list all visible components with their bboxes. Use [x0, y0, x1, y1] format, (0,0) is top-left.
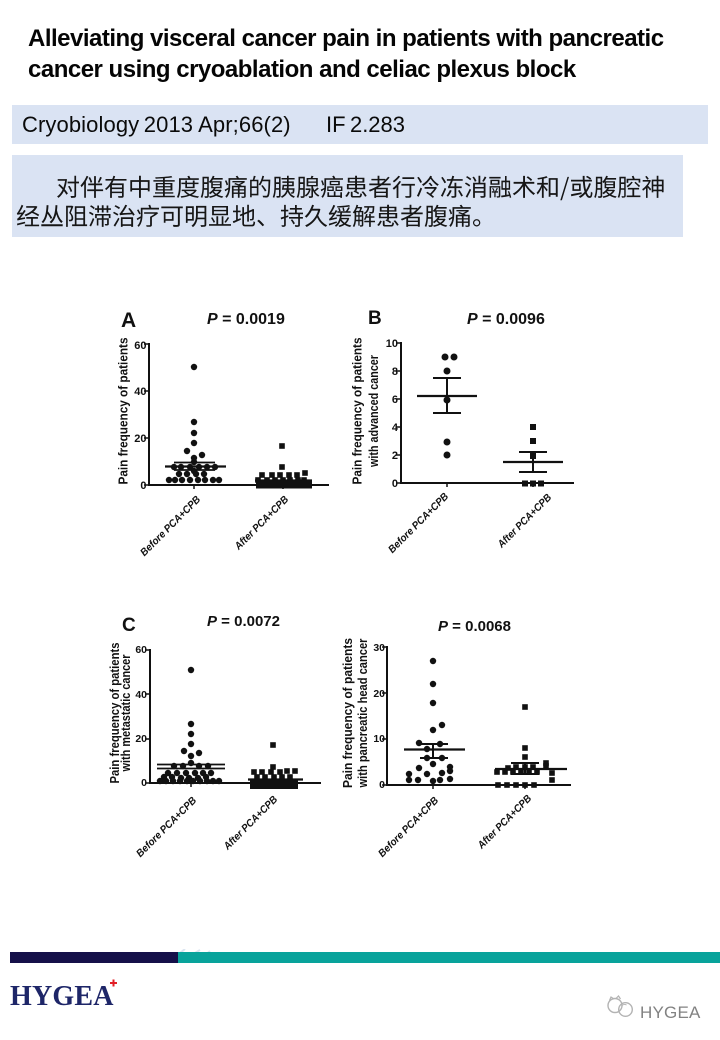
svg-text:0: 0	[379, 779, 385, 791]
svg-text:C: C	[122, 615, 136, 636]
svg-text:Before PCA+CPB: Before PCA+CPB	[376, 794, 441, 859]
svg-text:After PCA+CPB: After PCA+CPB	[221, 793, 281, 853]
svg-text:with pancreatic head cancer: with pancreatic head cancer	[356, 638, 370, 788]
svg-text:6: 6	[392, 394, 398, 406]
svg-text:8: 8	[392, 366, 398, 378]
svg-text:with metastatic cancer: with metastatic cancer	[119, 654, 133, 772]
svg-text:After PCA+CPB: After PCA+CPB	[495, 491, 555, 551]
svg-text:30: 30	[373, 642, 385, 654]
svg-text:20: 20	[373, 688, 385, 700]
svg-text:4: 4	[392, 422, 399, 434]
svg-text:40: 40	[134, 386, 146, 398]
svg-text:B: B	[368, 308, 382, 329]
svg-text:60: 60	[134, 340, 146, 352]
svg-text:P = 0.0072: P = 0.0072	[207, 613, 280, 630]
svg-text:P = 0.0019: P = 0.0019	[207, 311, 285, 328]
svg-text:20: 20	[135, 733, 147, 745]
svg-text:60: 60	[135, 644, 147, 656]
svg-text:20: 20	[134, 433, 146, 445]
svg-text:0: 0	[140, 480, 146, 492]
svg-text:10: 10	[386, 338, 398, 350]
svg-text:P = 0.0068: P = 0.0068	[438, 618, 511, 635]
svg-text:40: 40	[135, 689, 147, 701]
svg-text:P = 0.0096: P = 0.0096	[467, 311, 545, 328]
svg-text:0: 0	[392, 478, 398, 490]
svg-text:Before PCA+CPB: Before PCA+CPB	[386, 490, 451, 555]
svg-text:Pain frequency of patients: Pain frequency of patients	[117, 337, 131, 484]
svg-text:A: A	[121, 309, 136, 332]
svg-text:Before PCA+CPB: Before PCA+CPB	[134, 794, 199, 859]
svg-text:After PCA+CPB: After PCA+CPB	[475, 792, 535, 852]
svg-text:Pain frequency of patients: Pain frequency of patients	[341, 638, 355, 788]
svg-text:After PCA+CPB: After PCA+CPB	[232, 493, 292, 553]
svg-text:0: 0	[141, 777, 147, 789]
svg-text:with advanced cancer: with advanced cancer	[367, 355, 381, 468]
svg-text:Before PCA+CPB: Before PCA+CPB	[138, 493, 203, 558]
svg-text:2: 2	[392, 450, 398, 462]
svg-text:Pain frequency of patients: Pain frequency of patients	[108, 642, 122, 783]
svg-text:Pain frequency of patients: Pain frequency of patients	[351, 337, 365, 484]
svg-text:10: 10	[373, 733, 385, 745]
